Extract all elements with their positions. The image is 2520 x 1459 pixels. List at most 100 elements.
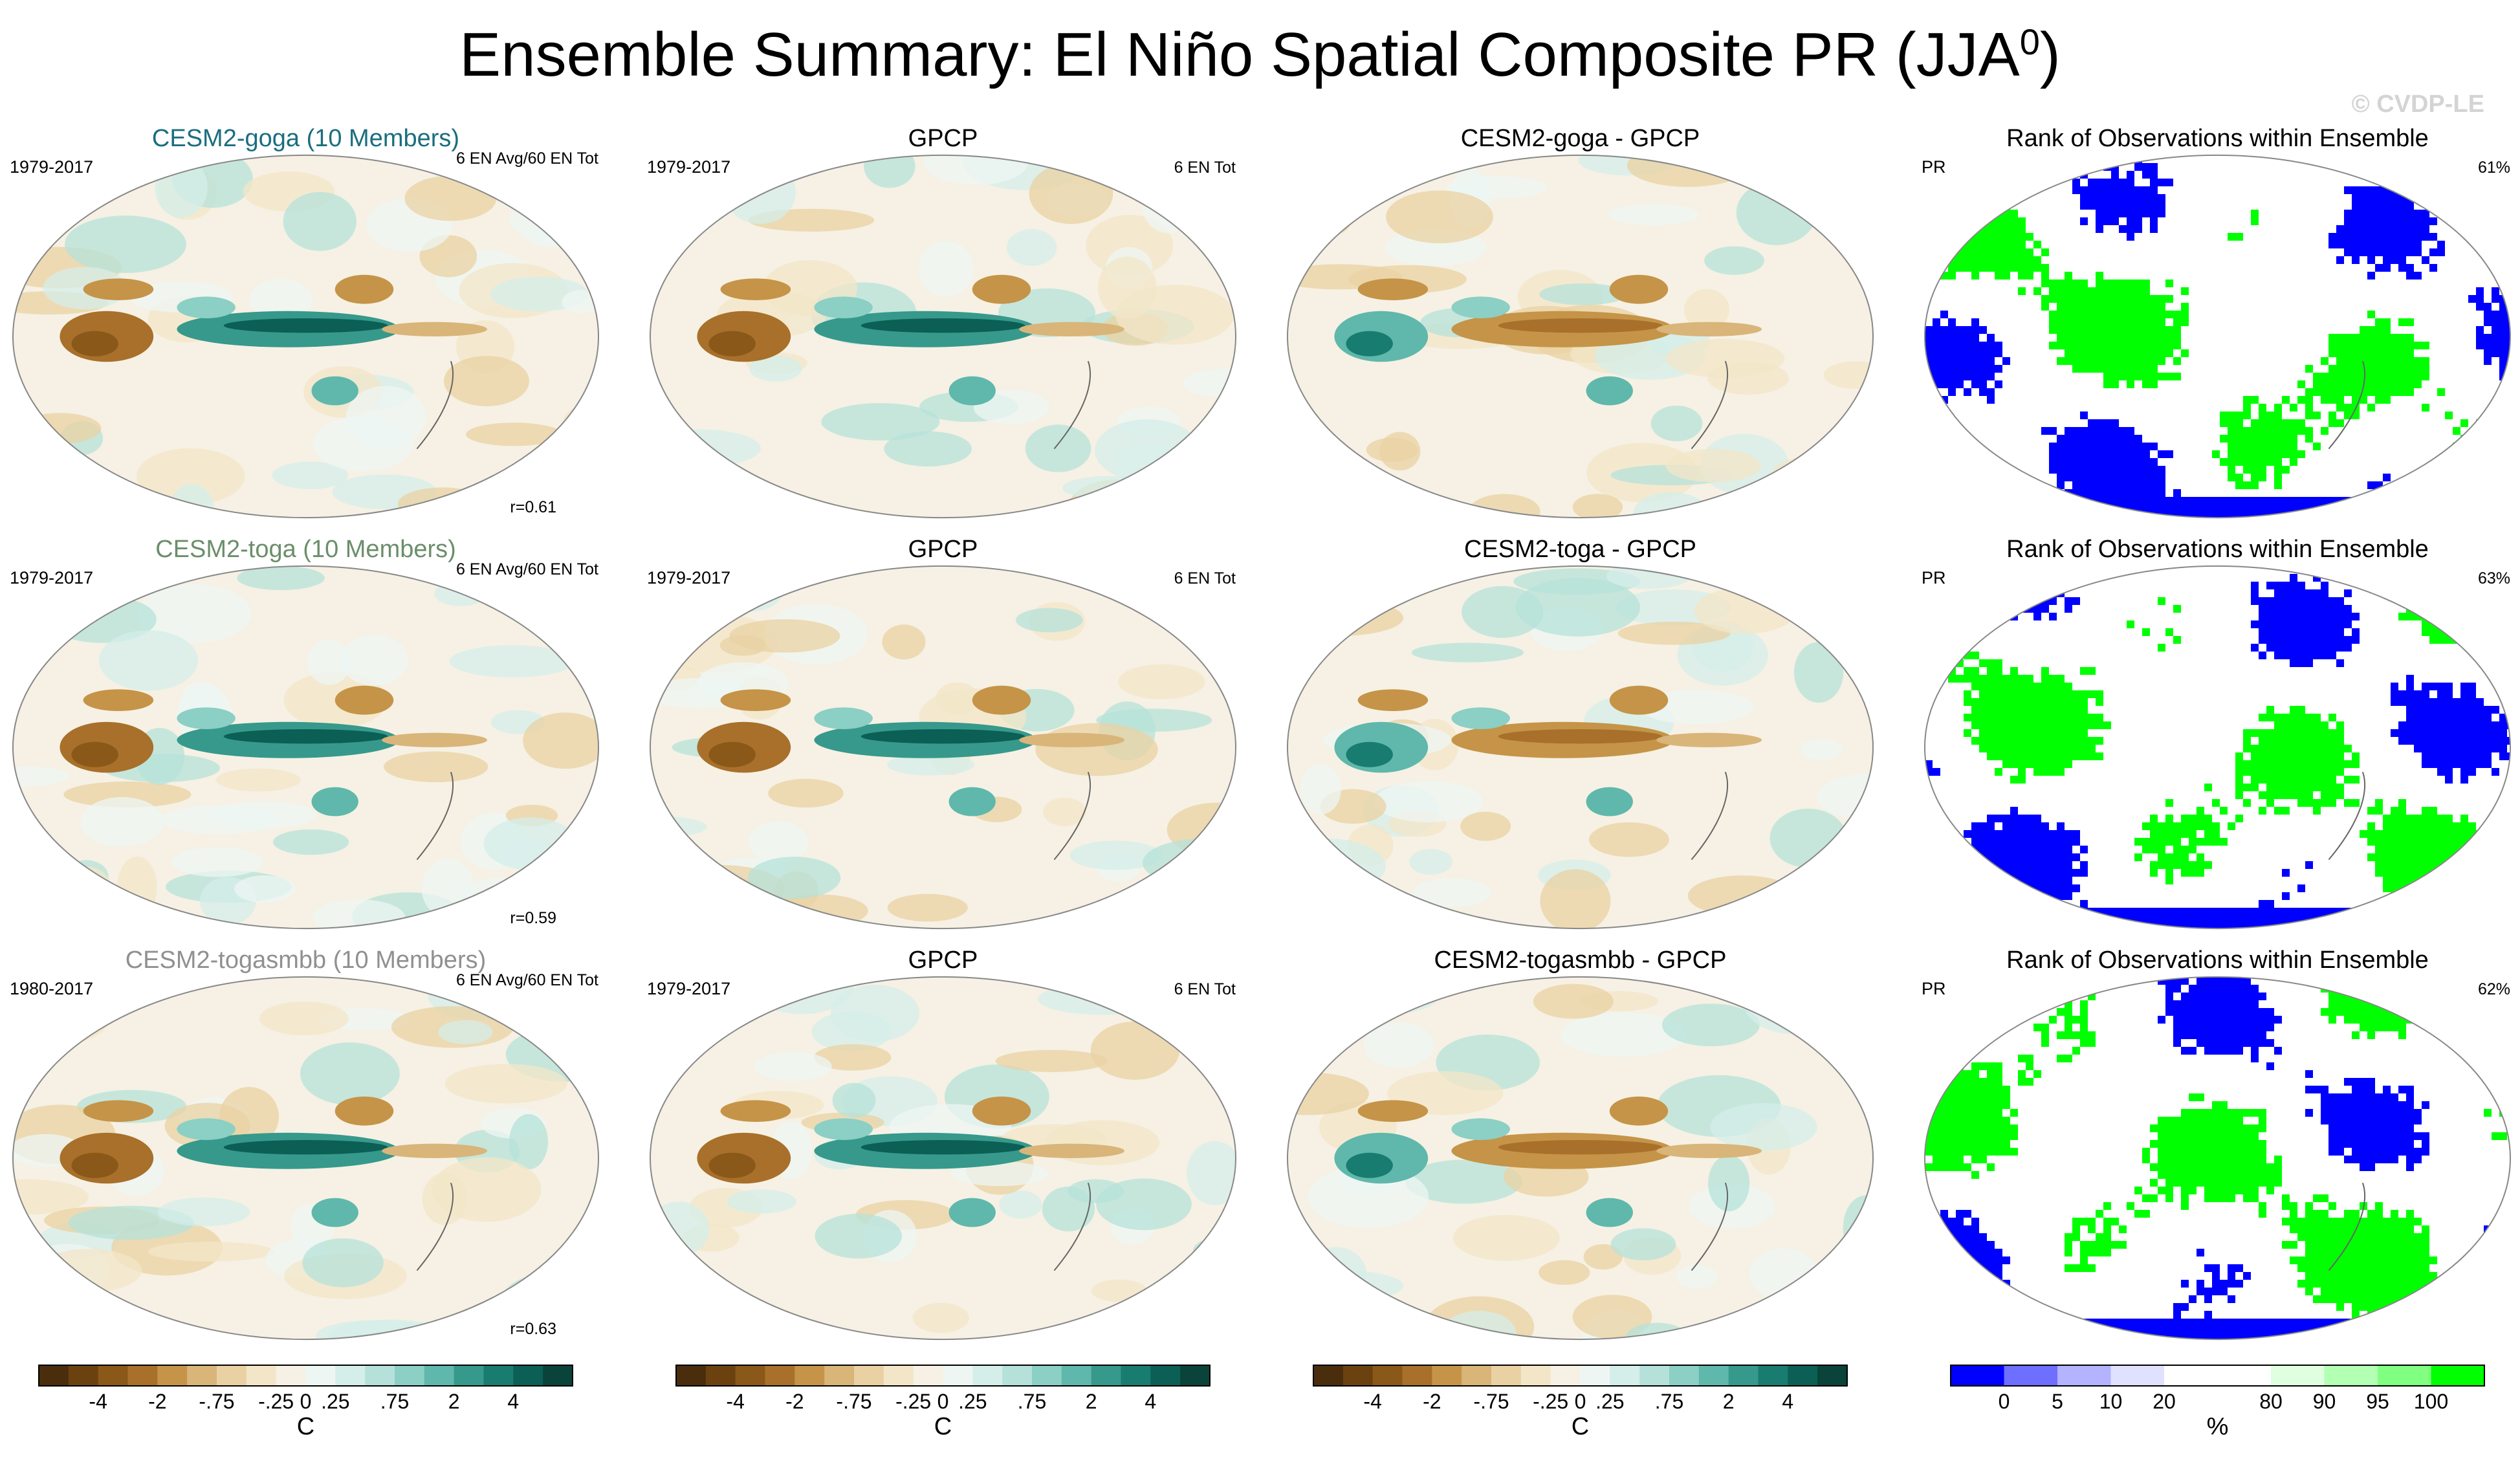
rank-map <box>1923 565 2512 929</box>
colorbar-swatch <box>1462 1365 1492 1386</box>
colorbar-swatch <box>972 1365 1003 1386</box>
colorbar-swatch <box>883 1365 914 1386</box>
colorbar-swatch <box>1639 1365 1670 1386</box>
colorbar-swatch <box>335 1365 366 1386</box>
colorbar-swatch <box>1342 1365 1374 1386</box>
colorbar-swatch <box>1491 1365 1522 1386</box>
anomaly-map <box>649 565 1237 929</box>
colorbar-swatch <box>305 1365 336 1386</box>
colorbar-tick-label: -.25 <box>258 1390 294 1413</box>
colorbar-swatch <box>98 1365 128 1386</box>
colorbar-swatch <box>424 1365 455 1386</box>
colorbar-tick-label: 80 <box>2259 1390 2283 1413</box>
colorbar-swatch <box>1150 1365 1181 1386</box>
colorbar-swatch <box>2164 1365 2218 1386</box>
panel-title: GPCP <box>908 125 978 152</box>
colorbar-tick-label: 4 <box>1145 1390 1157 1413</box>
colorbar-swatch <box>2431 1365 2485 1386</box>
colorbar-swatch <box>217 1365 247 1386</box>
colorbar-swatch <box>157 1365 188 1386</box>
colorbar-swatch <box>2324 1365 2378 1386</box>
watermark: © CVDP-LE <box>2351 91 2484 118</box>
colorbar-tick-label: -2 <box>785 1390 804 1413</box>
colorbar-swatch <box>1580 1365 1610 1386</box>
colorbar-tick-label: -2 <box>1423 1390 1441 1413</box>
correlation-label: r=0.59 <box>510 909 556 927</box>
colorbar-tick-label: 4 <box>1782 1390 1794 1413</box>
globe-outline <box>1286 155 1874 518</box>
colorbar-tick-label: .75 <box>1017 1390 1047 1413</box>
panel-title: Rank of Observations within Ensemble <box>2006 125 2429 152</box>
period-label: 1979-2017 <box>647 568 731 587</box>
colorbar-swatch <box>2110 1365 2165 1386</box>
colorbar-tick-label: 5 <box>2052 1390 2063 1413</box>
colorbar-swatch <box>2271 1365 2325 1386</box>
panel-title: CESM2-goga (10 Members) <box>151 125 460 152</box>
colorbar-swatch <box>1669 1365 1700 1386</box>
period-label: 1979-2017 <box>10 568 94 587</box>
colorbar-swatch <box>824 1365 855 1386</box>
colorbar-swatch <box>1372 1365 1403 1386</box>
colorbar-swatch <box>913 1365 943 1386</box>
colorbar-swatch <box>2378 1365 2431 1386</box>
colorbar-swatch <box>1698 1365 1729 1386</box>
variable-label: PR <box>1922 979 1946 998</box>
colorbar-swatch <box>2217 1365 2272 1386</box>
anomaly-map <box>649 976 1237 1340</box>
colorbar-swatch <box>276 1365 306 1386</box>
colorbar-swatch <box>676 1365 707 1386</box>
colorbar-swatch <box>735 1365 765 1386</box>
colorbar-swatch <box>1520 1365 1551 1386</box>
variable-label: PR <box>1922 157 1946 177</box>
colorbar-swatch <box>1313 1365 1344 1386</box>
colorbar-swatch <box>1610 1365 1640 1386</box>
panel-title: CESM2-goga - GPCP <box>1460 125 1700 152</box>
globe-outline <box>12 155 600 518</box>
period-label: 1979-2017 <box>647 157 731 177</box>
event-count-label: 6 EN Avg/60 EN Tot <box>455 149 598 168</box>
correlation-label: r=0.61 <box>510 498 556 516</box>
colorbar-tick-label: 4 <box>507 1390 520 1413</box>
rank-map <box>1923 155 2512 518</box>
colorbar-tick-label: -.25 <box>1533 1390 1569 1413</box>
anomaly-map <box>1286 976 1874 1340</box>
colorbar-swatch <box>365 1365 395 1386</box>
colorbar-swatch <box>1091 1365 1121 1386</box>
colorbar-tick-label: -.75 <box>199 1390 235 1413</box>
colorbar-tick-label: 0 <box>1998 1390 2010 1413</box>
colorbar-swatch <box>395 1365 425 1386</box>
colorbar-unit: C <box>296 1413 315 1440</box>
colorbar-tick-label: 2 <box>1085 1390 1097 1413</box>
colorbar-swatch <box>68 1365 99 1386</box>
colorbar-swatch <box>1550 1365 1581 1386</box>
anomaly-map <box>12 976 600 1340</box>
colorbar-swatch <box>1032 1365 1062 1386</box>
colorbar-swatch <box>943 1365 973 1386</box>
colorbar-swatch <box>483 1365 514 1386</box>
colorbar-unit: % <box>2206 1413 2229 1440</box>
colorbar-rank <box>1950 1365 2485 1387</box>
globe-outline <box>649 155 1237 518</box>
colorbar-swatch <box>854 1365 884 1386</box>
globe-outline <box>1923 155 2512 518</box>
colorbar-swatch <box>454 1365 484 1386</box>
colorbar-swatch <box>765 1365 795 1386</box>
event-count-label: 6 EN Avg/60 EN Tot <box>455 971 598 989</box>
colorbar-tick-label: .25 <box>958 1390 987 1413</box>
variable-label: PR <box>1922 568 1946 587</box>
globe-outline <box>1923 565 2512 929</box>
colorbar-swatch <box>1758 1365 1788 1386</box>
colorbar-swatch <box>2004 1365 2058 1386</box>
colorbar-swatch <box>1121 1365 1151 1386</box>
anomaly-map <box>1286 565 1874 929</box>
panel-title: CESM2-togasmbb - GPCP <box>1434 947 1727 974</box>
colorbar-swatch <box>2057 1365 2111 1386</box>
colorbar-tick-label: -2 <box>148 1390 167 1413</box>
colorbar-tick-label: .75 <box>1654 1390 1684 1413</box>
colorbar-swatch <box>513 1365 543 1386</box>
colorbar-tick-label: .75 <box>380 1390 410 1413</box>
globe-outline <box>12 565 600 929</box>
rank-map <box>1923 976 2512 1340</box>
colorbar-swatch <box>1951 1365 2004 1386</box>
event-count-label: 6 EN Tot <box>1174 980 1236 998</box>
